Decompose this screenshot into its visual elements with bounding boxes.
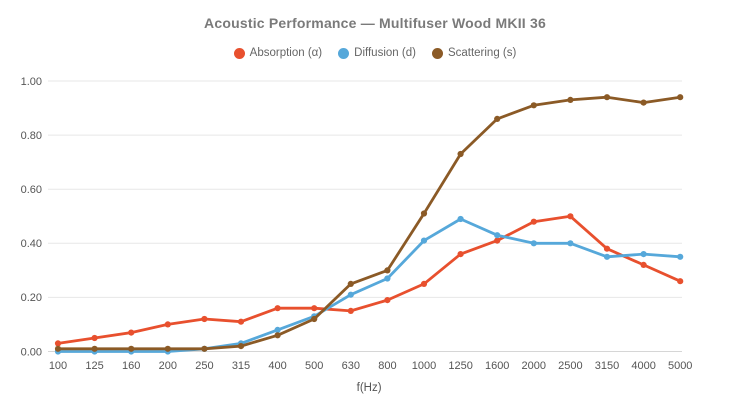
series-line-diffusion (56, 217, 682, 353)
x-axis-title: f(Hz) (357, 382, 382, 394)
data-point-absorption (164, 321, 171, 328)
data-point-scattering (347, 280, 354, 287)
legend-color-dot (431, 47, 443, 59)
x-tick-label: 100 (49, 360, 67, 372)
legend-color-dot (233, 47, 245, 59)
data-point-scattering (640, 99, 647, 106)
data-point-scattering (237, 343, 245, 350)
legend-item-label: Absorption (α) (249, 47, 323, 59)
data-point-scattering (457, 150, 464, 158)
data-point-absorption (530, 218, 537, 225)
x-tick-label: 400 (268, 360, 286, 372)
data-point-absorption (128, 329, 135, 336)
data-point-diffusion (274, 326, 281, 333)
data-point-absorption (274, 305, 281, 312)
data-point-scattering (128, 345, 135, 352)
data-point-absorption (91, 334, 98, 342)
data-point-scattering (603, 94, 611, 101)
x-tick-label: 2000 (522, 360, 546, 372)
x-tick-label: 630 (342, 360, 360, 372)
data-point-diffusion (530, 240, 537, 247)
data-point-absorption (237, 318, 245, 325)
data-point-scattering (54, 345, 62, 352)
legend-item-diffusion[interactable]: Diffusion (d) (338, 47, 416, 59)
data-point-scattering (420, 210, 428, 217)
x-tick-label: 1000 (412, 360, 436, 372)
data-point-absorption (201, 315, 208, 323)
data-point-scattering (274, 332, 281, 339)
data-point-diffusion (347, 291, 354, 298)
data-point-absorption (603, 245, 611, 252)
x-tick-label: 800 (378, 360, 396, 372)
x-tick-label: 160 (122, 360, 140, 372)
data-point-diffusion (603, 253, 611, 260)
data-point-absorption (567, 213, 574, 220)
legend-item-scattering[interactable]: Scattering (s) (431, 47, 517, 59)
data-point-scattering (384, 267, 391, 274)
series-line-absorption (56, 214, 682, 345)
x-tick-label: 2500 (558, 360, 582, 372)
data-point-scattering (677, 94, 684, 101)
data-point-absorption (640, 261, 647, 268)
legend-item-absorption[interactable]: Absorption (α) (233, 47, 323, 59)
x-tick-label: 500 (305, 360, 323, 372)
data-point-scattering (201, 345, 208, 352)
data-point-absorption (494, 237, 501, 244)
x-tick-label: 125 (85, 360, 103, 372)
y-tick-label: 0.60 (21, 184, 42, 196)
y-tick-label: 0.20 (21, 292, 42, 304)
y-tick-label: 0.00 (21, 346, 42, 358)
data-point-scattering (311, 315, 318, 323)
x-tick-label: 250 (195, 360, 213, 372)
data-point-absorption (420, 280, 428, 287)
legend-item-label: Scattering (s) (447, 47, 517, 59)
data-point-diffusion (640, 251, 647, 258)
data-point-diffusion (384, 275, 391, 282)
y-tick-label: 0.40 (21, 238, 42, 250)
data-point-diffusion (420, 237, 428, 244)
data-point-scattering (164, 345, 171, 352)
data-point-diffusion (457, 215, 464, 223)
chart-legend: Absorption (α) Diffusion (d) Scattering (s… (0, 47, 750, 59)
data-point-diffusion (677, 253, 684, 260)
x-tick-label: 1600 (485, 360, 509, 372)
chart-title: Acoustic Performance — Multifuser Wood M… (204, 15, 546, 31)
x-tick-label: 315 (232, 360, 250, 372)
data-point-scattering (530, 102, 537, 109)
y-tick-label: 0.80 (21, 130, 42, 142)
legend-item-label: Diffusion (d) (354, 47, 416, 59)
x-tick-label: 200 (159, 360, 177, 372)
data-point-absorption (677, 278, 684, 285)
data-point-diffusion (494, 232, 501, 239)
data-point-absorption (457, 251, 464, 258)
x-tick-label: 4000 (631, 360, 655, 372)
data-point-absorption (384, 297, 391, 304)
data-point-absorption (347, 307, 354, 314)
data-point-scattering (494, 115, 501, 122)
data-point-absorption (54, 340, 62, 347)
legend-color-dot (338, 47, 350, 59)
data-point-scattering (91, 345, 98, 352)
data-point-scattering (567, 96, 574, 103)
x-tick-label: 1250 (448, 360, 472, 372)
data-point-diffusion (567, 240, 574, 247)
series-line-scattering (56, 95, 682, 351)
y-tick-label: 1.00 (21, 76, 42, 88)
x-tick-label: 3150 (595, 360, 619, 372)
data-point-absorption (311, 305, 318, 312)
x-tick-label: 5000 (668, 360, 692, 372)
